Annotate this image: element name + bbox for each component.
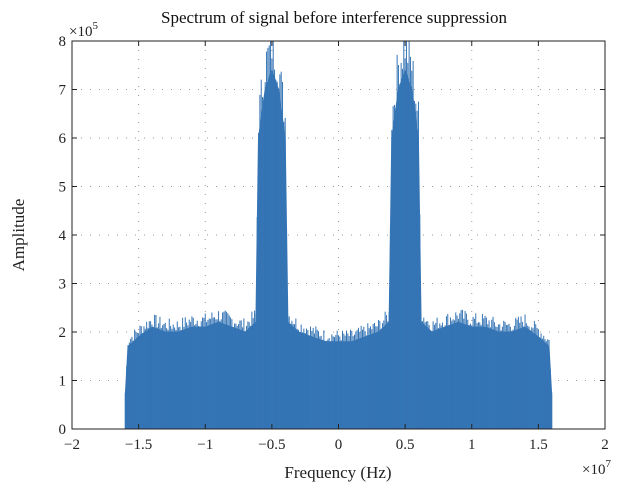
x-tick-label: −0.5 [258,437,285,453]
tick-labels: −2 −1.5 −1 −0.5 0 0.5 1 1.5 2 0 1 2 3 4 5 6 7 8 [59,34,609,453]
x-exponent: ×107 [582,458,611,478]
y-tick-label: 8 [59,34,67,50]
chart-title: Spectrum of signal before interference s… [161,8,508,27]
y-tick-label: 7 [59,83,67,99]
y-tick-label: 6 [59,131,67,147]
y-tick-label: 2 [59,325,67,341]
ticks [71,40,606,430]
y-tick-label: 5 [59,180,67,196]
x-axis-label: Frequency (Hz) [284,463,391,482]
x-tick-label: 2 [601,437,609,453]
y-tick-label: 1 [59,374,67,390]
spectrum-lines [124,41,553,429]
x-tick-label: −1 [197,437,213,453]
y-axis-label: Amplitude [9,199,28,272]
x-tick-label: 0 [335,437,343,453]
x-tick-label: 1 [468,437,476,453]
y-tick-label: 4 [59,228,67,244]
x-tick-label: −1.5 [125,437,152,453]
x-tick-label: 0.5 [396,437,415,453]
plot-area [124,41,553,430]
y-tick-label: 3 [59,277,67,293]
x-tick-label: −2 [64,437,80,453]
y-tick-label: 0 [59,422,67,438]
x-tick-label: 1.5 [529,437,548,453]
y-exponent: ×105 [69,20,98,40]
